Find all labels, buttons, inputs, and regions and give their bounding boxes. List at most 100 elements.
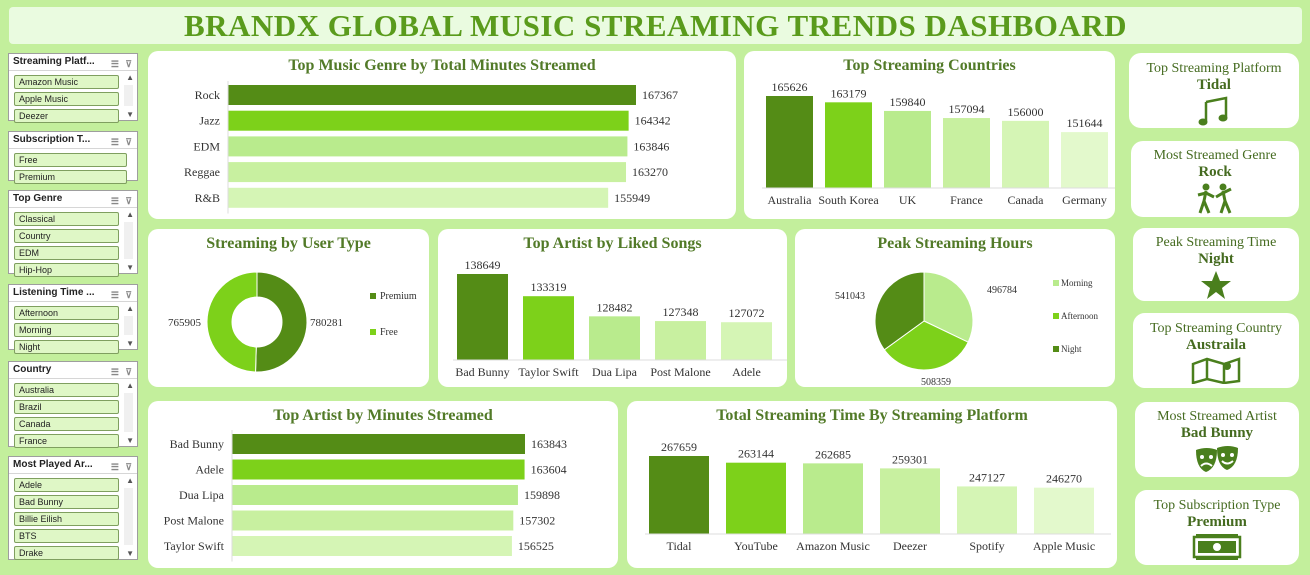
filter-clear-icon[interactable]: ☰ ⊽ [110,462,134,472]
slicer-scrollbar[interactable] [124,85,133,106]
slice-2[interactable] [874,271,925,351]
bar-5[interactable] [1061,132,1108,188]
bar-4[interactable] [957,486,1017,534]
filter-clear-icon[interactable]: ☰ ⊽ [110,290,134,300]
scroll-up-icon[interactable]: ▲ [126,73,134,82]
slicer-item[interactable]: Afternoon [14,306,119,320]
countries-chart-title: Top Streaming Countries [843,57,1016,74]
bar-2[interactable] [803,463,863,534]
bar-4[interactable] [232,536,512,556]
slicer-1[interactable]: Subscription T... ☰ ⊽ Free Premium [8,131,138,184]
bar-3[interactable] [655,321,706,360]
slicer-3[interactable]: Listening Time ... ☰ ⊽ Afternoon Morning Nig… [8,284,138,354]
liked-chart-card[interactable]: Top Artist by Liked Songs 138649 Bad Bunn… [438,229,787,387]
category-label: Deezer [893,539,927,553]
slicer-item[interactable]: Drake [14,546,119,560]
slice-1[interactable] [206,271,258,373]
slicer-scrollbar[interactable] [124,222,133,259]
slice-1[interactable] [883,320,969,371]
slicer-item[interactable]: France [14,434,119,448]
kpi-top-subscription: Top Subscription Type Premium [1135,490,1299,565]
bar-3[interactable] [228,162,627,183]
scroll-up-icon[interactable]: ▲ [126,304,134,313]
slicer-item[interactable]: Classical [14,212,119,226]
scroll-up-icon[interactable]: ▲ [126,210,134,219]
slicer-item[interactable]: EDM [14,246,119,260]
countries-chart-card[interactable]: Top Streaming Countries 165626 Australia 1… [744,51,1115,219]
slicer-item[interactable]: Premium [14,170,127,184]
bar-1[interactable] [232,459,525,480]
filter-clear-icon[interactable]: ☰ ⊽ [110,59,134,69]
slicer-item[interactable]: Morning [14,323,119,337]
bar-2[interactable] [884,110,931,188]
bar-2[interactable] [232,485,518,505]
slicer-item[interactable]: Country [14,229,119,243]
slicer-item[interactable]: BTS [14,529,119,543]
scroll-down-icon[interactable]: ▼ [126,263,134,272]
slice-0[interactable] [923,271,974,343]
slicer-item[interactable]: Free [14,153,127,167]
bar-3[interactable] [880,468,940,534]
slicer-item[interactable]: Adele [14,478,119,492]
slicer-item[interactable]: Australia [14,383,119,397]
filter-clear-icon[interactable]: ☰ ⊽ [110,137,134,147]
bar-3[interactable] [232,510,514,531]
legend-swatch [1053,313,1059,319]
bar-3[interactable] [943,118,990,188]
slicer-item[interactable]: Hip-Hop [14,263,119,277]
filter-clear-icon[interactable]: ☰ ⊽ [110,367,134,377]
cash-icon [1135,533,1299,561]
bar-1[interactable] [825,102,872,188]
slicer-item[interactable]: Bad Bunny [14,495,119,509]
slicer-scrollbar[interactable] [124,316,133,335]
scroll-down-icon[interactable]: ▼ [126,549,134,558]
slice-0[interactable] [255,271,308,373]
bar-4[interactable] [721,322,772,360]
scroll-down-icon[interactable]: ▼ [126,339,134,348]
bar-1[interactable] [726,462,786,534]
usertype-chart-card[interactable]: Streaming by User Type 780281 765905 Premi… [148,229,429,387]
slicer-item[interactable]: Deezer [14,109,119,123]
slicer-item[interactable]: Billie Eilish [14,512,119,526]
slicer-scrollbar[interactable] [124,488,133,545]
slicer-item[interactable]: Brazil [14,400,119,414]
slicer-0[interactable]: Streaming Platf... ☰ ⊽ Amazon Music Apple M… [8,53,138,123]
genre-chart-card[interactable]: Top Music Genre by Total Minutes Streame… [148,51,736,219]
data-label: 765905 [168,317,202,329]
scroll-down-icon[interactable]: ▼ [126,110,134,119]
artistmin-chart-title: Top Artist by Minutes Streamed [273,407,493,424]
legend-label: Morning [1061,278,1093,288]
bar-0[interactable] [228,85,636,105]
scroll-up-icon[interactable]: ▲ [126,476,134,485]
bar-0[interactable] [232,434,525,454]
slicer-scrollbar[interactable] [124,393,133,432]
slicer-item[interactable]: Night [14,340,119,354]
platform-chart-card[interactable]: Total Streaming Time By Streaming Platfo… [627,401,1117,568]
category-label: Dua Lipa [592,365,638,379]
bar-2[interactable] [589,316,640,360]
hours-chart-card[interactable]: Peak Streaming Hours 496784 508359 541043 M… [795,229,1115,387]
scroll-up-icon[interactable]: ▲ [126,381,134,390]
bar-4[interactable] [1002,120,1049,188]
bar-1[interactable] [228,110,629,131]
music-note-icon [1129,96,1299,128]
data-label: 496784 [987,285,1017,296]
bar-2[interactable] [228,136,628,157]
bar-5[interactable] [1034,487,1094,534]
slicer-item[interactable]: Canada [14,417,119,431]
bar-0[interactable] [766,96,813,188]
slicer-5[interactable]: Most Played Ar... ☰ ⊽ Adele Bad Bunny Billie… [8,456,138,560]
slicer-item[interactable]: Apple Music [14,92,119,106]
filter-clear-icon[interactable]: ☰ ⊽ [110,196,134,206]
bar-0[interactable] [457,274,508,360]
slicer-item[interactable]: Amazon Music [14,75,119,89]
slicer-2[interactable]: Top Genre ☰ ⊽ Classical Country EDM Hip-Hop ▲ ▼ [8,190,138,277]
bar-1[interactable] [523,296,574,360]
data-label: 157302 [519,514,555,528]
scroll-down-icon[interactable]: ▼ [126,436,134,445]
bar-4[interactable] [228,187,609,208]
slicer-4[interactable]: Country ☰ ⊽ Australia Brazil Canada France ▲ ▼ [8,361,138,448]
liked-chart-title: Top Artist by Liked Songs [523,235,702,252]
artistmin-chart-card[interactable]: Top Artist by Minutes Streamed Bad Bunny… [148,401,618,568]
bar-0[interactable] [649,456,709,534]
